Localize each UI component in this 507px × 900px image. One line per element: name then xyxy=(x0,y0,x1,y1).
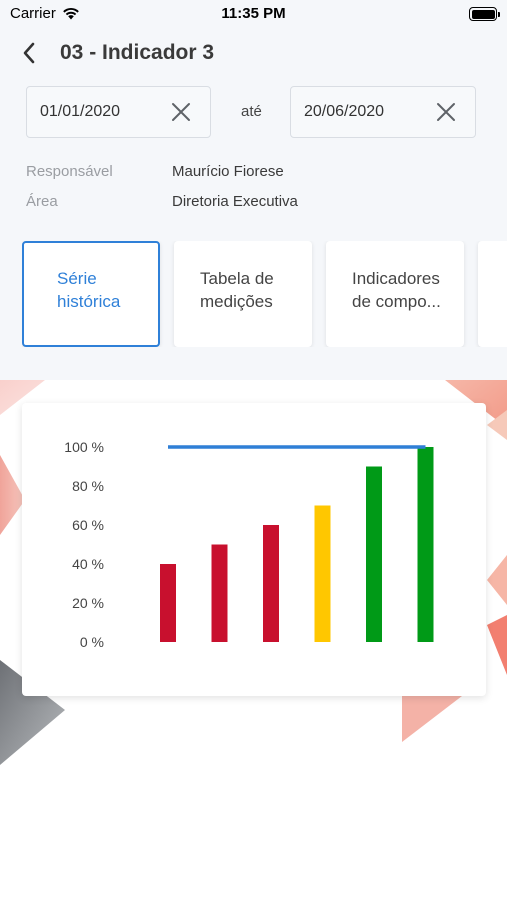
chevron-left-icon xyxy=(23,42,35,64)
end-date-value: 20/06/2020 xyxy=(304,103,385,120)
clear-start-date-icon[interactable] xyxy=(170,101,192,123)
carrier-indicator: Carrier xyxy=(10,5,80,22)
tab-serie-historica[interactable]: Série histórica xyxy=(22,241,160,347)
bar-chart: 0 % 20 % 40 % 60 % 80 % 100 % xyxy=(64,439,434,650)
tab-label-line: Tabela de xyxy=(200,269,274,288)
tab-next-partial[interactable] xyxy=(478,241,507,347)
tab-label-line: Série xyxy=(57,269,97,288)
info-value: Diretoria Executiva xyxy=(172,193,298,210)
tab-label-line: histórica xyxy=(57,292,121,311)
chart-card: 0 % 20 % 40 % 60 % 80 % 100 % xyxy=(22,403,486,696)
clear-end-date-icon[interactable] xyxy=(435,101,457,123)
status-time: 11:35 PM xyxy=(221,5,286,22)
tab-label-line: Indicadores xyxy=(352,269,440,288)
y-tick-label: 80 % xyxy=(72,478,104,494)
wifi-icon xyxy=(63,7,79,20)
y-tick-label: 100 % xyxy=(64,439,104,455)
tab-strip: Série histórica Tabela de medições Indic… xyxy=(22,241,507,347)
chart-bar xyxy=(263,525,279,642)
page-header: 03 - Indicador 3 xyxy=(22,38,214,68)
status-bar: Carrier 11:35 PM xyxy=(0,0,507,30)
y-tick-label: 60 % xyxy=(72,517,104,533)
chart-bar xyxy=(160,564,176,642)
info-label: Área xyxy=(26,193,58,210)
y-tick-label: 40 % xyxy=(72,556,104,572)
carrier-label: Carrier xyxy=(10,5,56,22)
background-decoration xyxy=(0,380,507,765)
tab-tabela-medicoes[interactable]: Tabela de medições xyxy=(174,241,312,347)
chart-bar xyxy=(366,466,382,642)
end-date-field[interactable]: 20/06/2020 xyxy=(290,86,476,138)
battery-icon xyxy=(469,7,500,21)
y-tick-label: 0 % xyxy=(80,634,104,650)
start-date-field[interactable]: 01/01/2020 xyxy=(26,86,211,138)
back-button[interactable] xyxy=(22,38,42,68)
page-title: 03 - Indicador 3 xyxy=(60,41,215,64)
info-label: Responsável xyxy=(26,163,113,180)
info-row-responsavel: Responsável Maurício Fiorese xyxy=(26,163,284,180)
chart-bar xyxy=(211,544,228,642)
chart-bar xyxy=(417,447,434,642)
info-value: Maurício Fiorese xyxy=(172,163,284,180)
date-separator: até xyxy=(241,103,262,120)
start-date-value: 01/01/2020 xyxy=(40,103,121,120)
tab-label-line: medições xyxy=(200,292,273,311)
info-row-area: Área Diretoria Executiva xyxy=(26,193,298,210)
chart-bar xyxy=(314,505,331,642)
y-tick-label: 20 % xyxy=(72,595,104,611)
tab-indicadores-composicao[interactable]: Indicadores de compo... xyxy=(326,241,464,347)
tab-label-line: de compo... xyxy=(352,292,441,311)
